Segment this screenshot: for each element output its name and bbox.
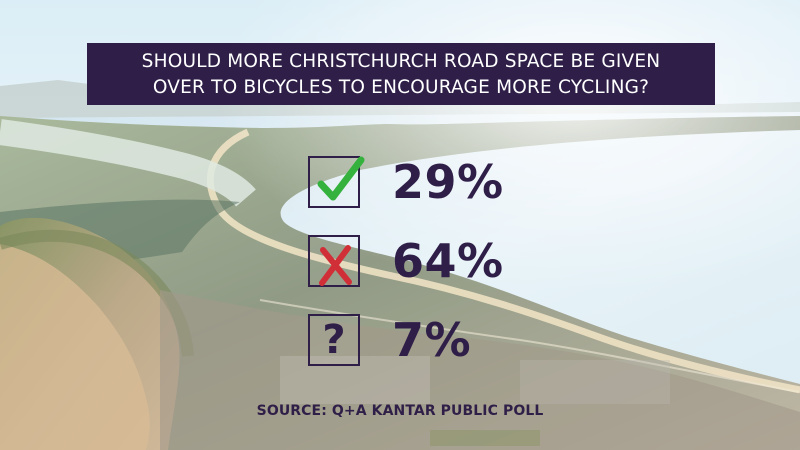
result-unsure: ? 7% [308,313,548,374]
check-icon [317,156,365,201]
result-yes-percentage: 29% [392,155,504,209]
question-mark-icon: ? [322,317,346,363]
source-caption: SOURCE: Q+A KANTAR PUBLIC POLL [256,403,544,419]
result-unsure-percentage: 7% [392,313,472,367]
question-banner: SHOULD MORE CHRISTCHURCH ROAD SPACE BE G… [87,43,715,105]
cross-icon [319,245,352,286]
question-line-2: OVER TO BICYCLES TO ENCOURAGE MORE CYCLI… [152,77,650,98]
result-no-percentage: 64% [392,234,504,288]
result-yes: 29% [308,155,548,216]
question-line-1: SHOULD MORE CHRISTCHURCH ROAD SPACE BE G… [141,51,661,72]
result-unsure-box [308,314,360,366]
result-no: 64% [308,234,548,295]
